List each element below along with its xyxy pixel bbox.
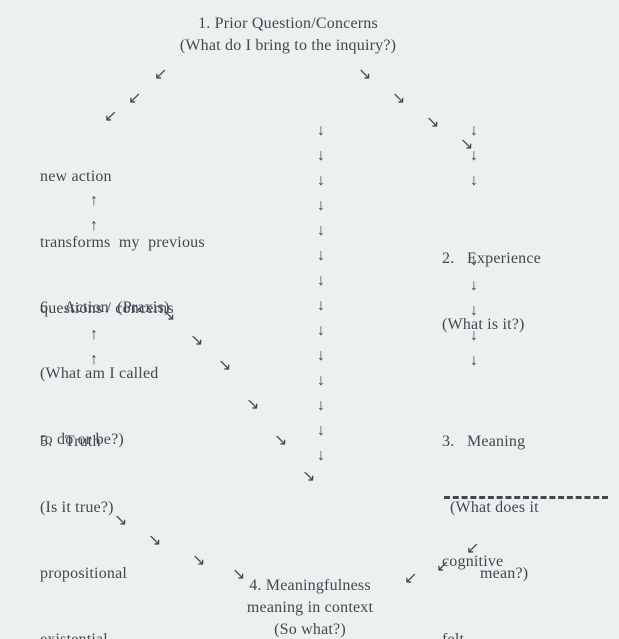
diag-mid: ↘	[162, 305, 175, 325]
arrow-down-right: ↓	[470, 327, 478, 345]
arrow-up-left: ↑	[90, 351, 98, 369]
node-4-meaningfulness: 4. Meaningfulness meaning in context (So…	[180, 575, 440, 639]
diag-top-left: ↙	[128, 88, 141, 108]
diag-top-right: ↘	[426, 112, 439, 132]
n2-l1: 2. Experience	[442, 248, 541, 270]
n6-l1: 6. Action (Praxis)	[40, 297, 170, 319]
n5-l3: propositional	[40, 563, 127, 585]
diag-top-left: ↙	[104, 106, 117, 126]
diag-top-left: ↙	[154, 64, 167, 84]
arrow-down-center: ↓	[317, 272, 325, 290]
arrow-down-right: ↓	[470, 252, 478, 270]
diag-mid: ↘	[302, 466, 315, 486]
arrow-up-left: ↑	[90, 217, 98, 235]
node-1-line2: (What do I bring to the inquiry?)	[158, 35, 418, 57]
diag-bottom-right: ↙	[404, 568, 417, 588]
diag-bottom-left: ↘	[114, 510, 127, 530]
arrow-down-center: ↓	[317, 397, 325, 415]
diag-top-right: ↘	[358, 64, 371, 84]
n2-l2: (What is it?)	[442, 314, 541, 336]
dashed-separator	[444, 496, 608, 499]
n4-l1: 4. Meaningfulness	[180, 575, 440, 597]
diag-bottom-left: ↘	[232, 564, 245, 584]
diag-mid: ↘	[274, 430, 287, 450]
n3-l4: felt	[442, 629, 539, 639]
diag-bottom-left: ↘	[148, 530, 161, 550]
diag-mid: ↘	[246, 394, 259, 414]
n3-l1: 3. Meaning	[442, 431, 539, 453]
arrow-up-left: ↑	[90, 326, 98, 344]
na-l1: new action	[40, 166, 205, 188]
arrow-down-center: ↓	[317, 422, 325, 440]
arrow-down-center: ↓	[317, 322, 325, 340]
diag-bottom-left: ↘	[192, 550, 205, 570]
na-l2: transforms my previous	[40, 232, 205, 254]
diag-mid: ↘	[190, 330, 203, 350]
arrow-down-center: ↓	[317, 222, 325, 240]
arrow-down-center: ↓	[317, 447, 325, 465]
arrow-down-center: ↓	[317, 347, 325, 365]
diag-mid: ↘	[218, 355, 231, 375]
node-1-prior-question: 1. Prior Question/Concerns (What do I br…	[158, 13, 418, 57]
arrow-down-right: ↓	[470, 172, 478, 190]
arrow-up-left: ↑	[90, 192, 98, 210]
arrow-down-center: ↓	[317, 147, 325, 165]
arrow-down-center: ↓	[317, 197, 325, 215]
arrow-down-center: ↓	[317, 172, 325, 190]
arrow-down-center: ↓	[317, 372, 325, 390]
arrow-down-right: ↓	[470, 302, 478, 320]
n4-l3: (So what?)	[180, 619, 440, 639]
node-cognitive: cognitive	[442, 507, 503, 617]
diag-top-right: ↘	[392, 88, 405, 108]
arrow-down-center: ↓	[317, 247, 325, 265]
n5-l1: 5. Truth	[40, 431, 127, 453]
node-2-experience: 2. Experience (What is it?)	[442, 204, 541, 380]
n5-l4: existential	[40, 629, 127, 639]
arrow-down-center: ↓	[317, 122, 325, 140]
arrow-down-right: ↓	[470, 352, 478, 370]
arrow-down-right: ↓	[470, 277, 478, 295]
n6-l2: (What am I called	[40, 363, 170, 385]
arrow-down-center: ↓	[317, 297, 325, 315]
n4-l2: meaning in context	[180, 597, 440, 619]
diagram-canvas: 1. Prior Question/Concerns (What do I br…	[0, 0, 619, 639]
node-1-line1: 1. Prior Question/Concerns	[158, 13, 418, 35]
diag-top-right: ↘	[460, 134, 473, 154]
diag-bottom-right: ↙	[436, 556, 449, 576]
diag-bottom-right: ↙	[466, 538, 479, 558]
